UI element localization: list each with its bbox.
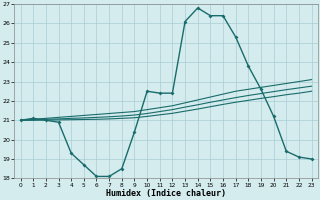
X-axis label: Humidex (Indice chaleur): Humidex (Indice chaleur) xyxy=(106,189,226,198)
